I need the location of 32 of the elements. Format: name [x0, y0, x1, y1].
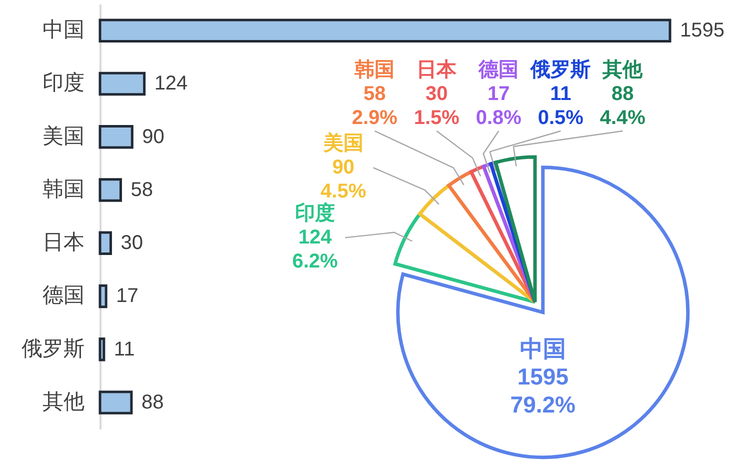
data-label: 30 [120, 232, 143, 254]
data-label: 11 [114, 338, 135, 360]
slice-label: 俄罗斯 [530, 59, 591, 81]
slice-label: 德国 [478, 59, 519, 81]
slice-label: 日本 [416, 59, 458, 81]
data-label: 1595 [680, 20, 724, 42]
data-label: 124 [154, 72, 188, 95]
slice-label: 其他 [602, 59, 644, 81]
data-label: 58 [130, 178, 153, 201]
data-label: 17 0.8% [476, 83, 522, 129]
data-label: 1595 79.2% [510, 364, 576, 418]
data-label: 30 1.5% [414, 83, 460, 129]
data-label: 124 6.2% [292, 226, 338, 273]
data-label: 88 4.4% [600, 83, 646, 129]
y-tick-label: 俄罗斯 [22, 337, 84, 360]
slice-label: 印度 [295, 202, 336, 225]
y-tick-label: 德国 [42, 284, 84, 308]
y-tick-label: 韩国 [42, 178, 84, 201]
data-label: 90 4.5% [320, 156, 366, 203]
y-tick-label: 印度 [42, 72, 84, 95]
y-tick-label: 美国 [42, 124, 84, 148]
y-tick-label: 其他 [42, 390, 84, 414]
data-label: 58 2.9% [352, 83, 398, 129]
data-label: 17 [116, 285, 138, 308]
y-tick-label: 日本 [42, 231, 84, 254]
data-label: 11 0.5% [538, 83, 584, 129]
slice-label: 美国 [322, 132, 364, 155]
y-tick-label: 中国 [42, 18, 84, 42]
slice-label: 中国 [520, 336, 566, 362]
data-label: 90 [142, 126, 164, 148]
slice-label: 韩国 [354, 59, 395, 81]
data-label: 88 [141, 391, 164, 414]
